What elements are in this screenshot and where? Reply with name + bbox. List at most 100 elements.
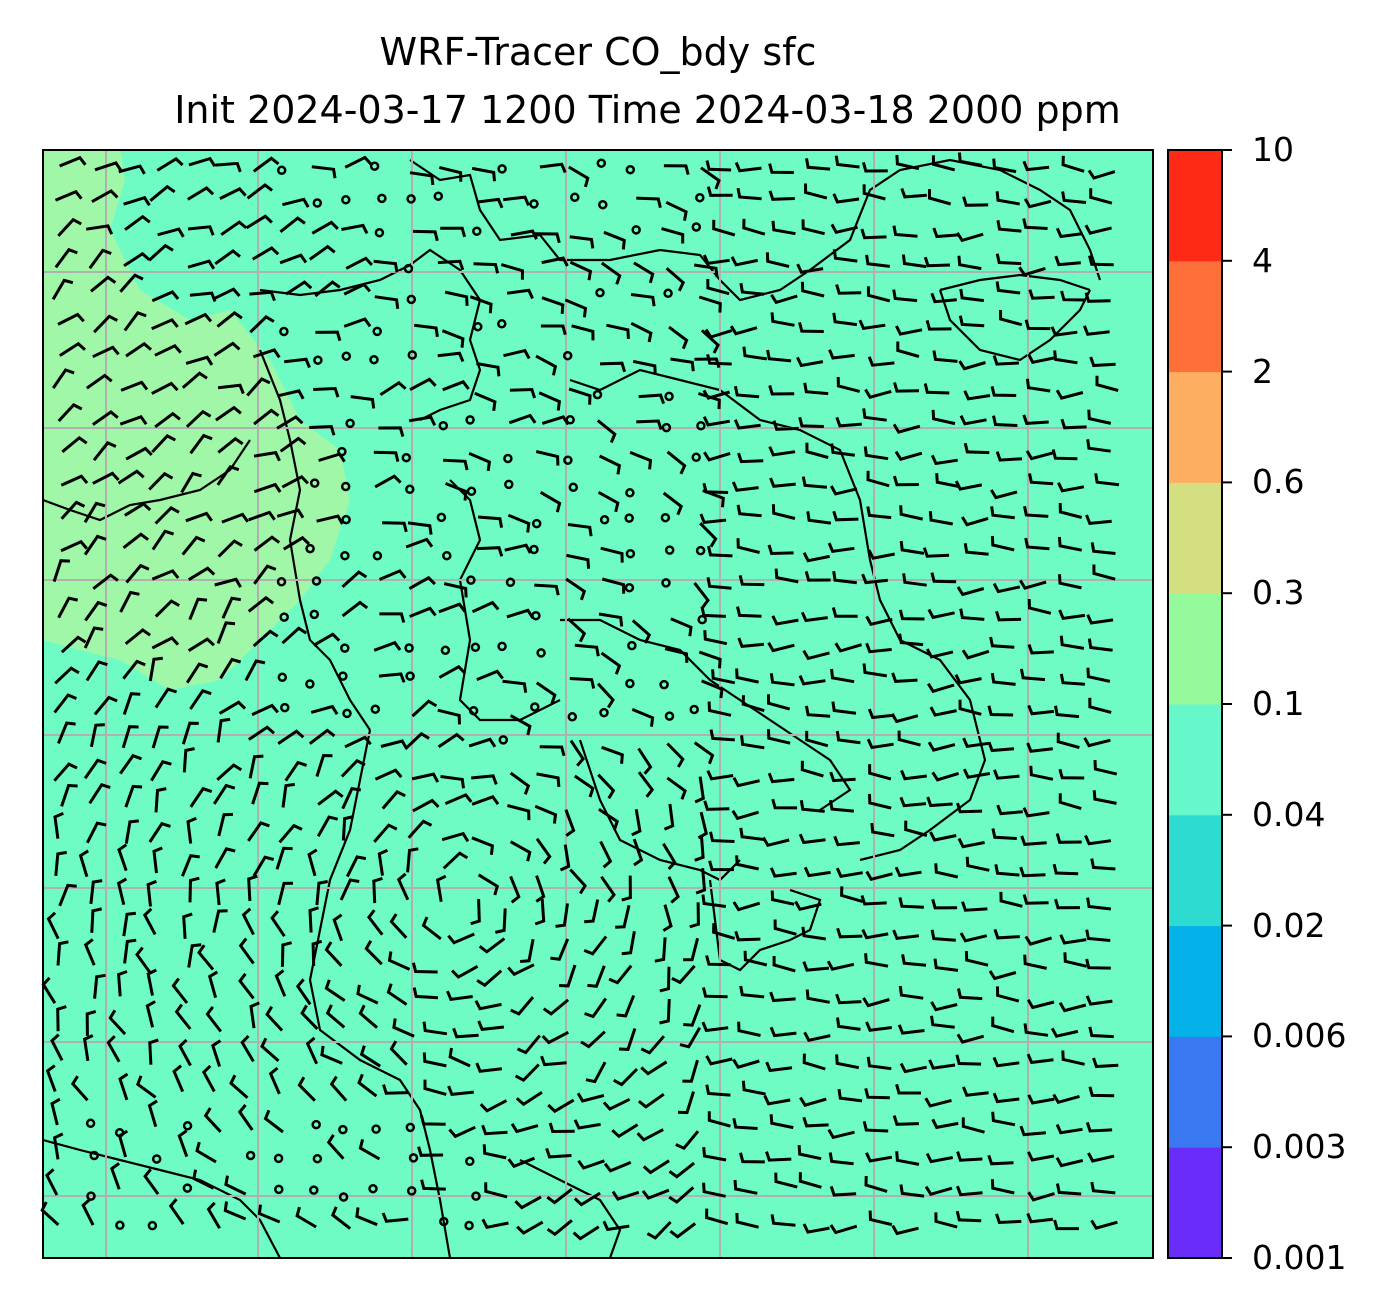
wind-barb [866, 506, 892, 520]
wind-barb [1050, 326, 1078, 337]
wind-barb [326, 1133, 345, 1160]
calm-wind-marker [504, 479, 514, 490]
wind-barb [703, 451, 731, 462]
wind-barb [736, 606, 762, 618]
wind-barb [705, 955, 731, 967]
wind-barb [739, 985, 765, 999]
wind-barb [798, 416, 824, 428]
wind-barb [990, 672, 1016, 686]
wind-barb [88, 248, 112, 270]
wind-barb [925, 320, 952, 331]
wind-barb [805, 989, 830, 1004]
wind-barb [802, 1116, 829, 1128]
wind-barb [119, 753, 143, 775]
wind-barb [124, 784, 143, 808]
wind-barb [597, 490, 620, 513]
wind-barb [666, 776, 687, 800]
wind-barb [285, 280, 313, 296]
wind-barb [279, 216, 306, 233]
wind-barb [251, 246, 280, 261]
wind-barb [452, 1027, 479, 1039]
wind-barb [739, 282, 765, 296]
wind-barb [632, 359, 657, 375]
coastline [560, 618, 852, 811]
wind-barb [861, 928, 889, 940]
wind-barb [125, 446, 153, 461]
wind-barb [771, 220, 796, 236]
wind-barb [929, 831, 957, 842]
wind-barb [83, 758, 107, 780]
wind-barb [275, 846, 293, 870]
wind-barb [146, 968, 157, 996]
wind-barb [186, 816, 197, 844]
wind-barb [931, 409, 956, 426]
calm-wind-marker [407, 350, 418, 360]
coastline [519, 1159, 622, 1259]
wind-barb [253, 482, 282, 494]
calm-wind-marker [664, 711, 675, 721]
wind-barb [409, 377, 437, 392]
wind-barb [84, 600, 108, 622]
wind-barb [345, 256, 374, 270]
wind-barb [90, 907, 103, 933]
wind-barb [641, 1188, 670, 1200]
calm-wind-marker [341, 351, 352, 361]
wind-barb [706, 186, 733, 197]
wind-barb [151, 569, 180, 581]
wind-barb [995, 253, 1022, 266]
wind-barb [860, 228, 887, 240]
wind-barb [707, 701, 732, 717]
wind-barb [735, 855, 760, 871]
calm-wind-marker [625, 164, 636, 175]
wind-barb [925, 1152, 954, 1164]
calm-wind-marker [465, 415, 475, 425]
wind-barb [94, 161, 123, 172]
wind-barb [1090, 858, 1116, 871]
wind-barb [577, 1159, 605, 1170]
wind-barb [767, 729, 791, 745]
wind-barb [314, 280, 341, 298]
wind-barb [1019, 579, 1047, 590]
calm-wind-marker [691, 452, 701, 463]
wind-barb [584, 899, 600, 924]
wind-barb [214, 249, 241, 266]
wind-barb [535, 354, 558, 376]
wind-barb [308, 906, 319, 933]
wind-barb [277, 389, 305, 400]
wind-barb [268, 1066, 281, 1095]
wind-barb [149, 184, 176, 202]
wind-barb [606, 323, 630, 339]
wind-barb [926, 796, 953, 808]
wind-barb [534, 804, 558, 824]
calm-wind-marker [440, 645, 451, 656]
calm-wind-marker [625, 678, 635, 689]
wind-barb [300, 1004, 319, 1030]
wind-barb [1085, 514, 1112, 526]
wind-barb [481, 1218, 509, 1229]
wind-barb [798, 833, 826, 845]
wind-barb [506, 288, 534, 300]
calm-wind-marker [472, 226, 482, 236]
wind-barb [602, 1220, 630, 1232]
wind-barb [182, 747, 195, 773]
wind-barb [737, 452, 764, 464]
calm-wind-marker [311, 1119, 321, 1130]
wind-barb [387, 951, 411, 971]
wind-barb [987, 1154, 1014, 1166]
wind-barb [961, 901, 988, 912]
wind-barb [252, 855, 275, 877]
wind-barb [446, 990, 473, 1002]
wind-barb [702, 1182, 726, 1198]
wind-barb [1061, 1050, 1085, 1066]
colorbar-segment [1168, 925, 1222, 1037]
wind-barb [631, 708, 655, 727]
wind-barb [798, 322, 824, 333]
wind-barb [509, 387, 537, 399]
calm-wind-marker [563, 455, 573, 465]
wind-barb [668, 1161, 696, 1179]
wind-barb [835, 284, 862, 295]
wind-barb [636, 196, 662, 209]
wind-barb [1027, 598, 1052, 615]
wind-barb [282, 197, 310, 208]
calm-wind-marker [368, 1183, 378, 1194]
